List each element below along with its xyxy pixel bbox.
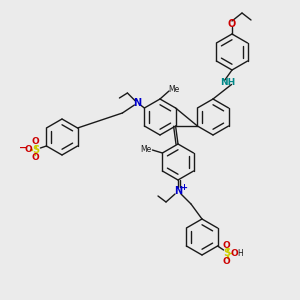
Text: S: S bbox=[223, 248, 230, 258]
Text: Me: Me bbox=[168, 85, 180, 94]
Text: N: N bbox=[174, 186, 182, 196]
Text: O: O bbox=[32, 154, 39, 163]
Text: O: O bbox=[25, 146, 32, 154]
Text: O: O bbox=[223, 256, 230, 266]
Text: O: O bbox=[231, 248, 239, 257]
Text: N: N bbox=[133, 98, 142, 108]
Text: Me: Me bbox=[140, 146, 151, 154]
Text: −: − bbox=[19, 143, 28, 153]
Text: S: S bbox=[32, 145, 39, 155]
Text: O: O bbox=[223, 241, 230, 250]
Text: NH: NH bbox=[220, 78, 235, 87]
Text: O: O bbox=[228, 19, 236, 29]
Text: H: H bbox=[238, 248, 244, 257]
Text: +: + bbox=[181, 184, 188, 193]
Text: O: O bbox=[32, 137, 39, 146]
